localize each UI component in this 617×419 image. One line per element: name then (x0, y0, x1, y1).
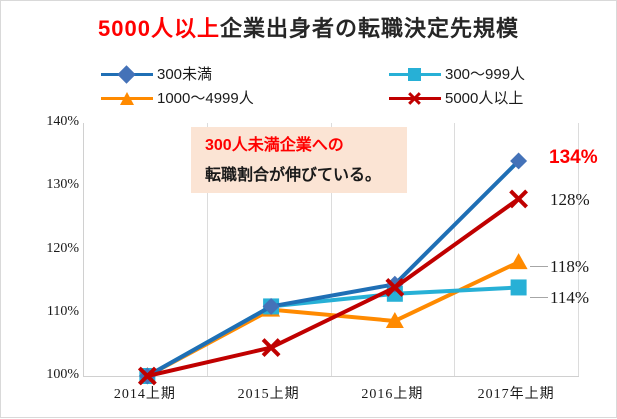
legend-swatch-diamond-icon (101, 64, 153, 84)
marker-square (510, 279, 527, 296)
x-tick-2014上期: 2014上期 (113, 387, 176, 402)
x-tick-2015上期: 2015上期 (237, 387, 300, 402)
value-label-118: 118% (550, 257, 590, 276)
marker-x (261, 338, 281, 357)
marker-x (509, 189, 529, 209)
marker-triangle (385, 311, 404, 328)
legend-item-2[interactable]: 1000〜4999人 (101, 87, 254, 108)
legend-item-3[interactable]: 5000人以上 (389, 87, 523, 108)
marker-triangle (509, 253, 528, 270)
marker-diamond (262, 297, 280, 315)
annotation-line-2: 転職割合が伸びている。 (205, 161, 399, 191)
legend-swatch-x-icon (389, 91, 441, 105)
annotation-line2a-text: 転職割合 (205, 167, 270, 184)
chart-title: 5000人以上企業出身者の転職決定先規模 (1, 11, 616, 43)
chart-title-highlight: 5000人以上 (98, 16, 220, 41)
y-tick-100%: 100% (46, 367, 79, 382)
value-label-134: 134% (549, 147, 598, 168)
legend-label-1: 300〜999人 (445, 66, 526, 83)
marker-x (385, 278, 405, 297)
y-tick-120%: 120% (46, 240, 79, 256)
y-axis-line (83, 123, 84, 377)
legend-item-0[interactable]: 300未満 (101, 63, 212, 84)
y-axis-labels: 100% 110% 120% 130% 140% (1, 1, 79, 419)
vertical-gridline-2 (331, 123, 332, 376)
y-tick-140%: 140% (46, 114, 79, 129)
chart-legend: 300未満 300〜999人 1000〜4999人 5000人以上 (89, 63, 617, 111)
annotation-line2b-text: が伸びている。 (269, 167, 382, 184)
legend-label-2: 1000〜4999人 (157, 90, 254, 107)
leader-line-114 (530, 297, 548, 298)
vertical-gridline-1 (207, 123, 208, 376)
y-tick-110%: 110% (46, 303, 79, 319)
legend-label-3: 5000人以上 (445, 90, 524, 107)
x-axis-line (83, 376, 579, 377)
x-tick-2016上期: 2016上期 (361, 387, 424, 402)
chart-title-rest: 企業出身者の転職決定先規模 (219, 16, 519, 41)
annotation-callout: 300人未満企業への 転職割合が伸びている。 (191, 127, 407, 193)
y-tick-130%: 130% (46, 177, 79, 193)
vertical-gridline-4 (578, 123, 579, 376)
legend-swatch-square-icon (389, 67, 441, 81)
series-5000人以上 (137, 189, 529, 386)
value-label-114: 114% (550, 288, 590, 307)
leader-line-118 (530, 266, 548, 267)
legend-label-0: 300未満 (157, 66, 213, 83)
annotation-line1-text: 300人未満企業への (205, 137, 344, 154)
legend-item-1[interactable]: 300〜999人 (389, 63, 525, 84)
annotation-line-1: 300人未満企業への (205, 131, 399, 161)
vertical-gridline-3 (454, 123, 455, 376)
x-tick-2017年上期: 2017年上期 (477, 387, 555, 402)
value-label-128: 128% (550, 190, 590, 209)
marker-x (137, 366, 157, 386)
legend-swatch-triangle-icon (101, 91, 153, 105)
